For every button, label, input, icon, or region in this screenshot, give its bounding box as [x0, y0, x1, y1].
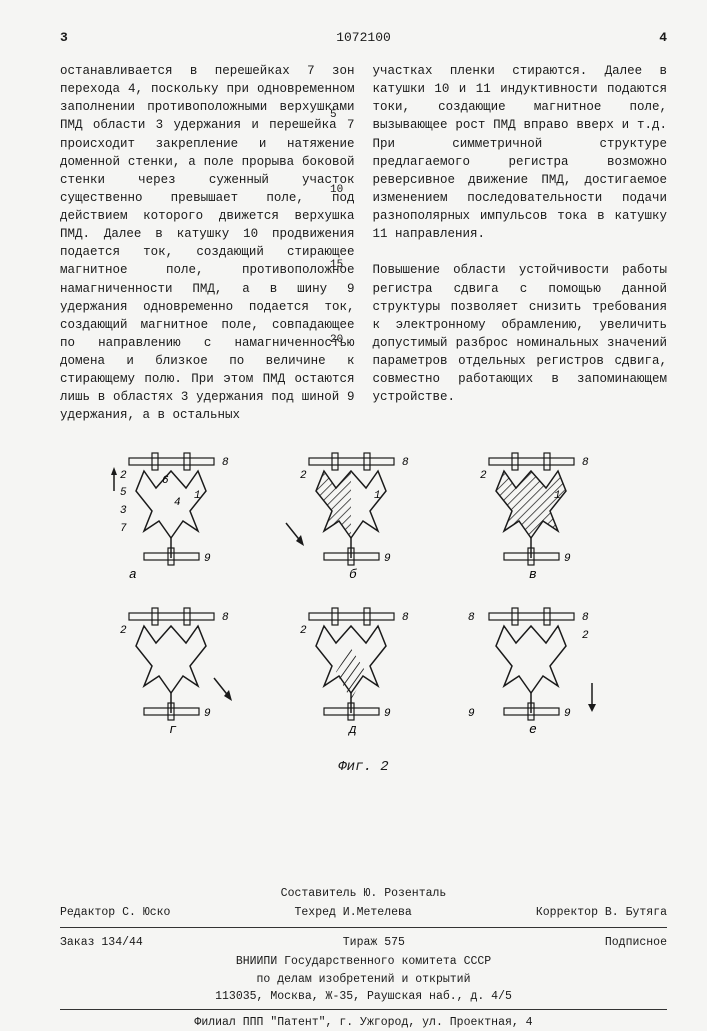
svg-text:8: 8: [402, 612, 409, 624]
svg-text:5: 5: [120, 487, 127, 499]
svg-text:в: в: [529, 567, 537, 582]
figure-caption: Фиг. 2: [60, 759, 667, 775]
page-number-left: 3: [60, 30, 68, 45]
document-number: 1072100: [336, 30, 391, 45]
order-number: Заказ 134/44: [60, 934, 143, 951]
footer: Составитель Ю. Розенталь Редактор С. Юск…: [60, 885, 667, 1031]
address: 113035, Москва, Ж-35, Раушская наб., д. …: [60, 988, 667, 1005]
svg-text:8: 8: [402, 457, 409, 469]
tech-editor: Техред И.Метелева: [294, 904, 411, 921]
line-number: 15: [330, 260, 343, 271]
svg-text:9: 9: [468, 708, 475, 720]
svg-text:8: 8: [222, 612, 229, 624]
left-column: останавливается в перешейках 7 зон перех…: [60, 62, 355, 425]
svg-text:е: е: [529, 722, 537, 737]
svg-text:6: 6: [162, 475, 169, 487]
line-number: 5: [330, 110, 337, 121]
text-columns: останавливается в перешейках 7 зон перех…: [60, 62, 667, 425]
svg-text:2: 2: [300, 470, 307, 482]
svg-text:8: 8: [222, 457, 229, 469]
svg-text:1: 1: [374, 490, 381, 502]
svg-text:3: 3: [120, 505, 127, 517]
editor: Редактор С. Юско: [60, 904, 170, 921]
svg-text:4: 4: [174, 497, 181, 509]
subscription: Подписное: [605, 934, 667, 951]
compiler: Составитель Ю. Розенталь: [60, 885, 667, 902]
svg-text:б: б: [349, 567, 357, 582]
svg-text:9: 9: [384, 708, 391, 720]
svg-text:8: 8: [582, 457, 589, 469]
svg-text:2: 2: [120, 625, 127, 637]
svg-text:9: 9: [564, 708, 571, 720]
corrector: Корректор В. Бутяга: [536, 904, 667, 921]
svg-text:2: 2: [582, 630, 589, 642]
line-number: 10: [330, 185, 343, 196]
org-line-1: ВНИИПИ Государственного комитета СССР: [60, 953, 667, 970]
figure-svg: 8 9 2 5 3 7 6 4 1 а 8 9 2 1: [104, 443, 624, 753]
svg-text:9: 9: [204, 708, 211, 720]
svg-text:9: 9: [384, 553, 391, 565]
figure-2: 8 9 2 5 3 7 6 4 1 а 8 9 2 1: [60, 443, 667, 775]
svg-text:2: 2: [480, 470, 487, 482]
svg-text:2: 2: [120, 470, 127, 482]
svg-text:1: 1: [194, 490, 201, 502]
svg-text:7: 7: [120, 523, 127, 535]
org-line-2: по делам изобретений и открытий: [60, 971, 667, 988]
svg-text:д: д: [347, 722, 357, 737]
svg-text:г: г: [169, 722, 177, 737]
svg-text:9: 9: [204, 553, 211, 565]
svg-text:2: 2: [300, 625, 307, 637]
svg-text:9: 9: [564, 553, 571, 565]
line-number: 20: [330, 335, 343, 346]
svg-text:8: 8: [468, 612, 475, 624]
svg-text:8: 8: [582, 612, 589, 624]
svg-text:1: 1: [554, 490, 561, 502]
page-number-right: 4: [659, 30, 667, 45]
svg-text:а: а: [129, 567, 137, 582]
tirazh: Тираж 575: [343, 934, 405, 951]
branch: Филиал ППП "Патент", г. Ужгород, ул. Про…: [60, 1014, 667, 1031]
right-column: участках пленки стираются. Далее в катуш…: [373, 62, 668, 425]
